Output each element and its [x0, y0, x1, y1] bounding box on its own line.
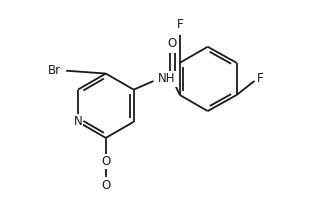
Text: Br: Br: [48, 64, 61, 77]
Text: F: F: [257, 72, 264, 85]
Text: O: O: [168, 37, 177, 50]
Text: F: F: [177, 18, 183, 31]
Text: N: N: [74, 115, 82, 128]
Text: O: O: [101, 179, 110, 192]
Text: NH: NH: [158, 72, 176, 85]
Text: O: O: [101, 155, 110, 168]
Text: O: O: [101, 155, 110, 168]
